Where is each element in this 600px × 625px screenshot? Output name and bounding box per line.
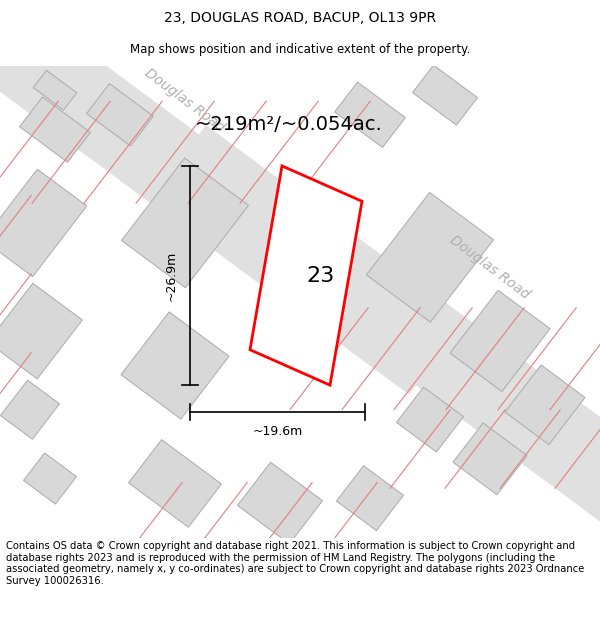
Text: ~26.9m: ~26.9m	[165, 251, 178, 301]
Text: Douglas Road: Douglas Road	[448, 232, 533, 302]
Polygon shape	[121, 158, 248, 288]
Polygon shape	[33, 71, 77, 110]
Polygon shape	[86, 84, 154, 146]
Polygon shape	[0, 0, 460, 394]
Polygon shape	[335, 82, 406, 148]
Text: Contains OS data © Crown copyright and database right 2021. This information is : Contains OS data © Crown copyright and d…	[6, 541, 584, 586]
Text: Map shows position and indicative extent of the property.: Map shows position and indicative extent…	[130, 42, 470, 56]
Polygon shape	[20, 97, 91, 162]
Polygon shape	[250, 166, 362, 385]
Polygon shape	[505, 365, 585, 444]
Polygon shape	[0, 169, 87, 277]
Text: ~219m²/~0.054ac.: ~219m²/~0.054ac.	[195, 115, 383, 134]
Polygon shape	[453, 423, 527, 495]
Polygon shape	[337, 466, 404, 531]
Text: 23: 23	[307, 266, 335, 286]
Polygon shape	[413, 65, 478, 125]
Polygon shape	[1, 380, 59, 439]
Polygon shape	[397, 387, 464, 452]
Text: 23, DOUGLAS ROAD, BACUP, OL13 9PR: 23, DOUGLAS ROAD, BACUP, OL13 9PR	[164, 11, 436, 26]
Text: ~19.6m: ~19.6m	[253, 426, 302, 438]
Text: Douglas Road: Douglas Road	[142, 66, 227, 134]
Polygon shape	[155, 125, 600, 606]
Polygon shape	[450, 290, 550, 391]
Polygon shape	[23, 453, 77, 504]
Polygon shape	[121, 312, 229, 419]
Polygon shape	[238, 462, 323, 544]
Polygon shape	[0, 283, 82, 379]
Polygon shape	[367, 192, 494, 322]
Polygon shape	[128, 439, 221, 528]
